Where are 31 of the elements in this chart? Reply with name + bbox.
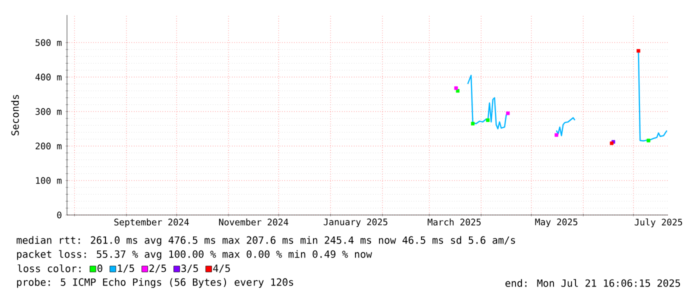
point <box>456 89 460 93</box>
y-tick-label: 200 m <box>36 142 62 150</box>
legend-label: 4/5 <box>213 264 230 273</box>
legend-label: 3/5 <box>181 264 198 273</box>
legend-label: 0 <box>98 264 102 272</box>
y-tick-label: 100 m <box>36 177 62 184</box>
text: probe: 5 ICMP Echo Pings (56 Bytes) every 120s <box>17 278 294 288</box>
point <box>454 86 458 90</box>
point <box>646 138 650 142</box>
x-tick-label: July 2025 <box>634 218 682 228</box>
y-tick-label: 0 <box>57 212 62 218</box>
text: end: Mon Jul 21 16:06:15 2025 <box>505 279 680 287</box>
x-tick-label: January 2025 <box>324 218 388 228</box>
legend-label: 2/5 <box>150 264 166 273</box>
y-axis-title: Seconds <box>11 94 19 136</box>
x-tick-label: March 2025 <box>428 218 481 226</box>
legend-title: loss color: <box>18 264 81 272</box>
text: packet loss: 55.37 % avg 100.00 % max 0.00 % min 0.49 % now <box>17 250 372 260</box>
point <box>486 118 490 122</box>
x-tick-label: November 2024 <box>219 218 288 226</box>
point <box>506 111 510 116</box>
point <box>554 133 558 137</box>
point <box>636 49 640 53</box>
point <box>470 122 475 126</box>
text: median rtt: 261.0 ms avg 476.5 ms max 207.6 ms min 245.4 ms now 46.5 ms sd 5.6 am/s <box>16 236 516 246</box>
legend-label: 1/5 <box>118 264 134 273</box>
y-tick-label: 300 m <box>36 108 62 115</box>
y-tick-label: 500 m <box>36 39 62 46</box>
x-tick-label: September 2024 <box>114 218 189 228</box>
y-tick-label: 400 m <box>35 74 62 80</box>
x-tick-label: May 2025 <box>535 218 578 228</box>
